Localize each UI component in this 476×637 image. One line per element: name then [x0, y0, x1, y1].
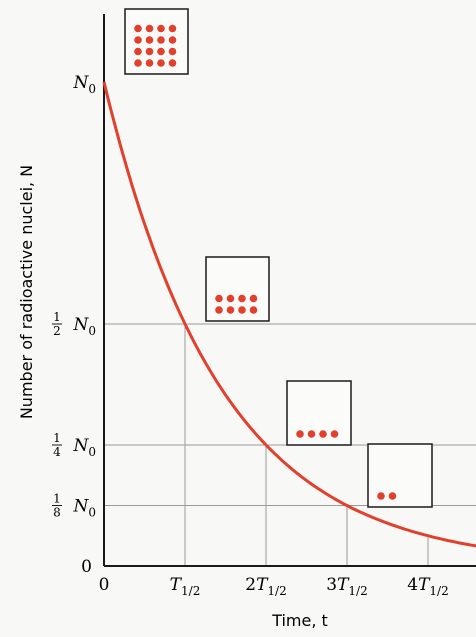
fraction-numerator: 1: [53, 310, 61, 324]
x-tick-label: 2T1/2: [245, 575, 286, 598]
nuclei-box-frame: [286, 380, 352, 446]
x-tick-3: 3T1/2: [326, 575, 367, 598]
x-tick-4: 4T1/2: [407, 575, 448, 598]
nucleus-dot: [330, 430, 339, 438]
nuclei-box-3: [286, 380, 352, 446]
nuclei-box-frame: [124, 8, 189, 75]
axes: [103, 14, 476, 567]
x-tick-2: 2T1/2: [245, 575, 286, 598]
y-tick-label: 0: [81, 557, 92, 577]
y-axis-title: Number of radioactive nuclei, N: [17, 165, 36, 419]
nuclei-box-4: [367, 443, 433, 508]
nucleus-dot: [249, 294, 258, 303]
x-tick-labels: 0 T1/2 2T1/2 3T1/2 4T1/2: [99, 575, 449, 598]
nucleus-dot: [145, 59, 154, 67]
y-tick-n0: N0: [72, 73, 96, 96]
x-tick-label: T1/2: [170, 575, 201, 598]
x-tick-1: T1/2: [170, 575, 201, 598]
fraction-numerator: 1: [53, 431, 61, 445]
y-tick-label: N0: [72, 315, 96, 338]
x-tick-label: 3T1/2: [326, 575, 367, 598]
nucleus-dot: [145, 47, 154, 56]
nucleus-dot: [168, 24, 177, 33]
fraction-denominator: 4: [53, 445, 61, 459]
nucleus-dot: [157, 59, 165, 67]
y-tick-label: N0: [72, 73, 96, 96]
nucleus-dot: [168, 59, 177, 67]
nucleus-dot: [226, 294, 235, 303]
nuclei-box-1: [124, 8, 189, 75]
x-tick-0: 0: [99, 575, 110, 595]
nucleus-dot: [134, 24, 142, 33]
nucleus-dot: [388, 492, 397, 500]
nuclei-insets: [124, 8, 433, 508]
decay-curve: [102, 81, 476, 548]
nucleus-dot: [157, 24, 165, 33]
nucleus-dot: [226, 306, 235, 314]
nucleus-dot: [307, 430, 316, 438]
x-tick-label: 0: [99, 575, 110, 595]
nucleus-dot: [238, 306, 246, 314]
nucleus-dot: [215, 306, 223, 314]
nucleus-dot: [168, 47, 177, 56]
nucleus-dot: [319, 430, 327, 438]
nucleus-dot: [157, 47, 165, 56]
nucleus-dot: [134, 47, 142, 56]
nucleus-dot: [168, 36, 177, 44]
nucleus-dot: [238, 294, 246, 303]
nucleus-dot: [145, 36, 154, 44]
y-tick-half: 12 N0: [52, 310, 96, 338]
nucleus-dot: [296, 430, 304, 438]
x-axis-title: Time, t: [271, 611, 328, 630]
nucleus-dot: [215, 294, 223, 303]
nuclei-box-2: [205, 256, 270, 322]
nuclei-box-frame: [205, 256, 270, 322]
y-tick-eighth: 18 N0: [52, 492, 96, 520]
nucleus-dot: [134, 36, 142, 44]
x-tick-label: 4T1/2: [407, 575, 448, 598]
fraction-numerator: 1: [53, 492, 61, 506]
y-tick-zero: 0: [81, 557, 92, 577]
nucleus-dot: [377, 492, 385, 500]
nucleus-dot: [157, 36, 165, 44]
y-tick-label: N0: [72, 436, 96, 459]
nucleus-dot: [145, 24, 154, 33]
fraction-denominator: 2: [53, 324, 61, 338]
nucleus-dot: [134, 59, 142, 67]
nucleus-dot: [249, 306, 258, 314]
fraction-denominator: 8: [53, 506, 61, 520]
y-tick-quarter: 14 N0: [52, 431, 96, 459]
y-tick-label: N0: [72, 497, 96, 520]
